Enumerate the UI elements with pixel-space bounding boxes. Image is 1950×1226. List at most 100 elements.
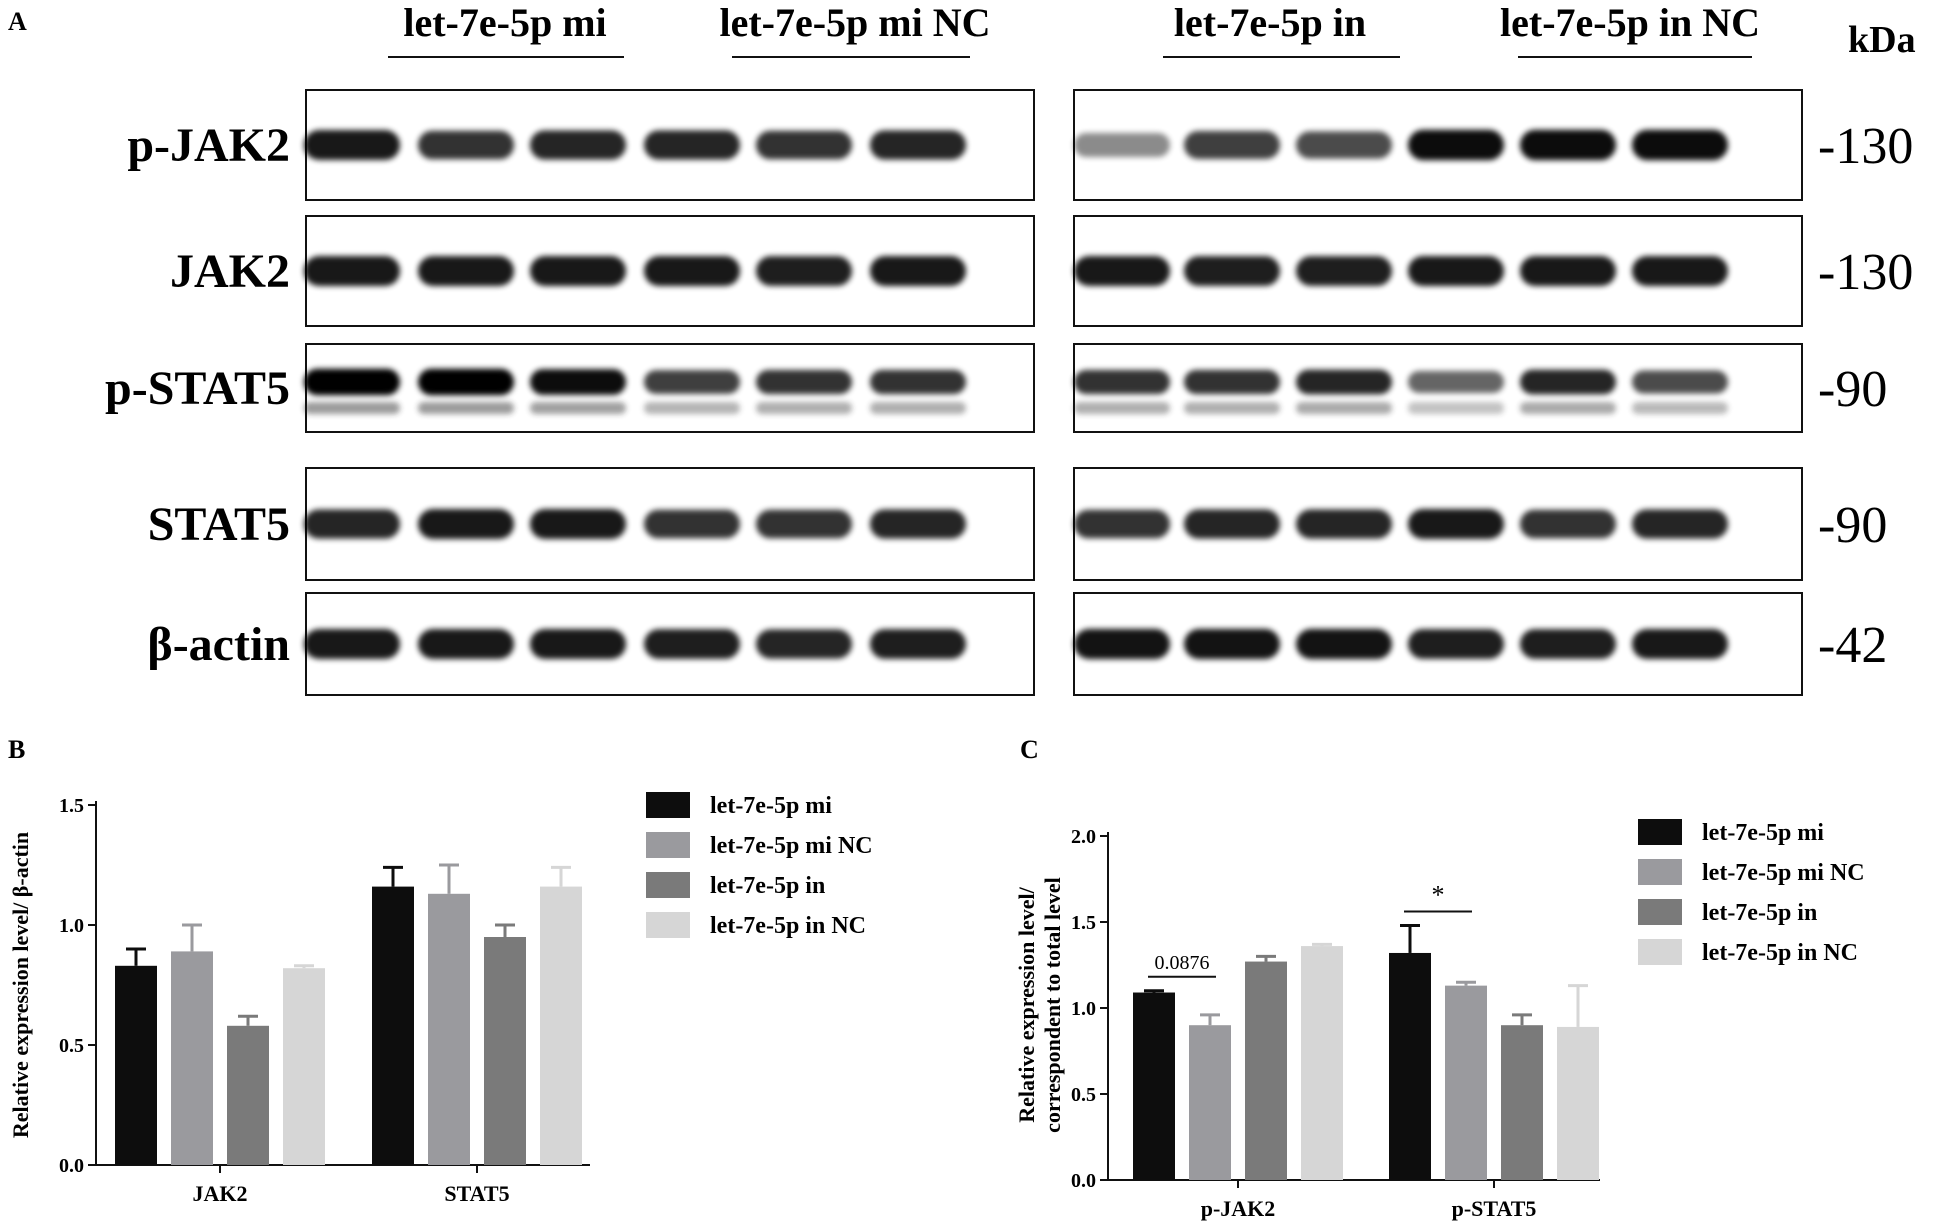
bar-let-7e-5p-mi (115, 965, 157, 1165)
blot-band (1296, 369, 1392, 395)
x-tick-label: p-JAK2 (1201, 1196, 1276, 1221)
blot-band (756, 256, 852, 286)
blot-band (870, 369, 966, 395)
blot-band (418, 256, 514, 286)
bar-let-7e-5p-mi-nc (1189, 1025, 1231, 1180)
blot-band (304, 256, 400, 286)
blot-band (1296, 628, 1392, 660)
blot-band (1184, 131, 1280, 159)
legend-swatch (1638, 899, 1682, 925)
y-tick-label: 0.5 (1071, 1084, 1096, 1106)
kda-marker: -90 (1818, 497, 1887, 554)
blot-band-lower (1296, 402, 1392, 414)
blot-band (1296, 509, 1392, 539)
blot-band (1520, 129, 1616, 161)
blot-band-lower (1520, 402, 1616, 414)
blot-band (530, 369, 626, 395)
x-tick-label: STAT5 (444, 1181, 509, 1206)
legend-swatch (1638, 939, 1682, 965)
blot-band (1408, 256, 1504, 286)
y-axis-title: Relative expression level/ β-actin (8, 832, 33, 1138)
bar-let-7e-5p-in (1501, 1025, 1543, 1180)
blot-band-lower (418, 402, 514, 414)
blot-band (1520, 369, 1616, 395)
blot-band-lower (756, 402, 852, 414)
bar-let-7e-5p-mi-nc (1445, 985, 1487, 1180)
legend-label: let-7e-5p mi (1702, 820, 1824, 846)
western-blot-panel: let-7e-5p mi let-7e-5p mi NC let-7e-5p i… (105, 0, 1916, 696)
y-tick-label: 1.5 (1071, 912, 1096, 934)
protein-label: β-actin (147, 618, 290, 671)
blot-band (1632, 256, 1728, 286)
blot-band-lower (304, 402, 400, 414)
legend-label: let-7e-5p in (710, 873, 825, 899)
legend-label: let-7e-5p in NC (710, 913, 866, 939)
blot-band (530, 629, 626, 659)
blot-band (1632, 370, 1728, 394)
bar-let-7e-5p-in-nc (540, 886, 582, 1165)
bar-let-7e-5p-in (1245, 961, 1287, 1180)
kda-marker: -130 (1818, 244, 1913, 301)
panel-letter-a: A (8, 7, 27, 36)
blot-band (304, 130, 400, 160)
blot-band (418, 130, 514, 160)
blot-band (418, 368, 514, 396)
legend-label: let-7e-5p in NC (1702, 940, 1858, 966)
blot-band (1408, 371, 1504, 393)
y-tick-label: 1.0 (59, 915, 84, 937)
blot-band (1074, 369, 1170, 395)
blot-band (644, 509, 740, 539)
blot-band (1408, 509, 1504, 539)
blot-band (418, 629, 514, 659)
blot-band (1074, 132, 1170, 158)
legend-label: let-7e-5p in (1702, 900, 1817, 926)
blot-band (530, 256, 626, 286)
protein-label: STAT5 (148, 498, 290, 551)
legend-swatch (646, 872, 690, 898)
blot-band (1632, 629, 1728, 659)
blot-band (644, 370, 740, 394)
blot-band (756, 130, 852, 160)
y-tick-label: 0.0 (59, 1155, 84, 1177)
kda-marker: -90 (1818, 361, 1887, 418)
legend-label: let-7e-5p mi NC (710, 833, 873, 859)
y-tick-label: 1.0 (1071, 998, 1096, 1020)
kda-marker: -130 (1818, 118, 1913, 175)
blot-band (756, 509, 852, 539)
bar-let-7e-5p-mi-nc (428, 893, 470, 1165)
blot-band (1074, 509, 1170, 539)
x-tick-label: p-STAT5 (1452, 1196, 1537, 1221)
bar-let-7e-5p-in-nc (283, 968, 325, 1165)
blot-band (1184, 369, 1280, 395)
y-axis-title: correspondent to total level (1040, 877, 1065, 1133)
y-tick-label: 0.5 (59, 1035, 84, 1057)
blot-band (1184, 256, 1280, 286)
blot-band (1296, 256, 1392, 286)
blot-band-lower (530, 402, 626, 414)
blot-band (1074, 628, 1170, 660)
group-label-mi-nc: let-7e-5p mi NC (719, 0, 990, 45)
x-tick-label: JAK2 (193, 1181, 248, 1206)
bar-let-7e-5p-mi (1133, 992, 1175, 1180)
blot-band (304, 368, 400, 396)
blot-band (304, 509, 400, 539)
blot-band (756, 369, 852, 395)
blot-band-lower (1632, 402, 1728, 414)
blot-band (530, 509, 626, 539)
panel-letter-b: B (8, 735, 25, 764)
blot-band (870, 509, 966, 539)
blot-band (304, 629, 400, 659)
chart-relative-expression-c: 0.0 0.5 1.0 1.5 2.0 Relative expression level… (1014, 819, 1865, 1221)
blot-band-lower (1184, 402, 1280, 414)
y-tick-label: 0.0 (1071, 1170, 1096, 1192)
blot-band (1408, 629, 1504, 659)
bar-let-7e-5p-in (227, 1025, 269, 1165)
blot-band (870, 629, 966, 659)
kda-header: kDa (1848, 19, 1916, 61)
blot-band-lower (1408, 402, 1504, 414)
bar-let-7e-5p-mi (1389, 952, 1431, 1180)
legend-swatch (646, 832, 690, 858)
blot-band (1520, 509, 1616, 539)
legend-swatch (646, 792, 690, 818)
blot-band (1520, 256, 1616, 286)
